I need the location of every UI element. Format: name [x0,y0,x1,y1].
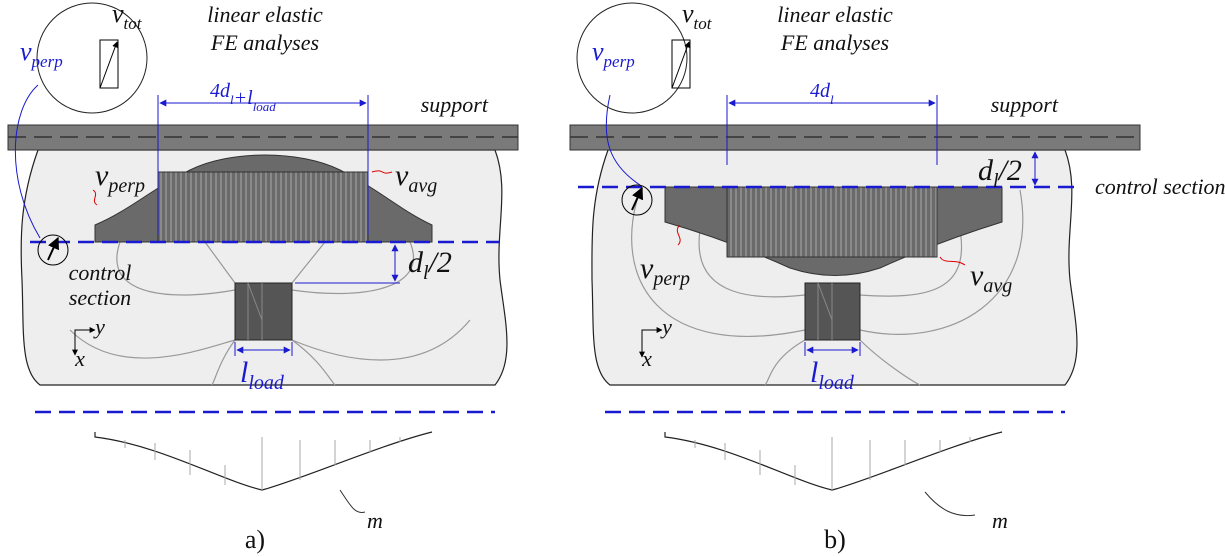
label-suffix: /2 [427,246,452,279]
label-main: v [682,0,694,28]
control-section-label: control [69,260,132,285]
label-subscript: perp [106,175,145,197]
label-subscript: tot [694,14,713,33]
label-subscript: l [830,92,834,107]
math-label: dl/2 [408,246,452,284]
label-main: l [240,356,248,389]
label-main: l [810,356,818,389]
panel-b [570,3,1140,516]
label-main: v [640,252,654,285]
axis-label: y [93,314,105,339]
label-main: d [408,246,424,279]
caption: b) [824,525,846,554]
label-main: d [978,154,994,187]
math-label: vtot [682,0,713,33]
label-subscript: perp [31,52,63,71]
label-subscript: avg [408,175,437,197]
label-subscript: load [818,372,855,394]
label-subscript: avg [983,275,1012,297]
support-label: support [421,92,489,117]
annotation: linear elastic [777,2,893,27]
load [235,283,292,340]
label-suffix: /2 [997,154,1022,187]
moment-label: m [367,508,383,533]
label-main: v [970,259,984,292]
axis-label: x [641,346,652,371]
label-subscript: load [248,372,285,394]
label-subscript: perp [651,268,690,290]
control-section-label: control section [1095,174,1225,199]
moment-label: m [992,508,1008,533]
label-subscript: load [253,99,277,114]
math-label: dl/2 [978,154,1022,192]
label-main: v [95,159,109,192]
label-main: v [592,37,604,66]
annotation: FE analyses [780,30,889,55]
label-main: 4d [810,80,831,102]
axis-label: x [74,346,85,371]
label-main: v [395,159,409,192]
label-subscript: tot [124,14,143,33]
caption: a) [245,525,265,554]
annotation: linear elastic [207,2,323,27]
support-label: support [991,92,1059,117]
label-main: v [20,37,32,66]
label-subscript: perp [603,52,635,71]
axis-label: y [660,314,672,339]
label-main: +l [234,87,253,109]
control-section-label: section [69,285,131,310]
annotation: FE analyses [210,30,319,55]
label-main: 4d [210,80,231,102]
label-main: v [112,0,124,28]
figure: linear elasticFE analysesvtotvperp4dl+ll… [0,0,1225,557]
math-label: 4dl+lload [210,80,276,114]
